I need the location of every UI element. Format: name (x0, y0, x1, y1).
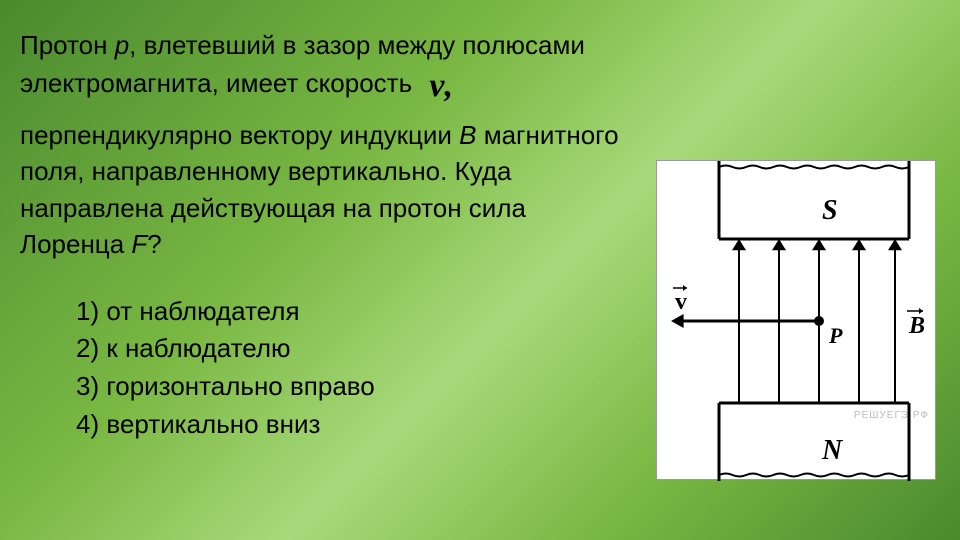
watermark: РЕШУЕГЭ РФ (854, 410, 929, 421)
svg-text:N: N (821, 435, 844, 466)
option-1: 1) от наблюдателя (76, 293, 620, 331)
option-3: 3) горизонтально вправо (76, 368, 620, 406)
question-body: перпендикулярно вектору индукции B магни… (20, 117, 620, 263)
svg-text:v: v (675, 289, 687, 315)
option-2: 2) к наблюдателю (76, 330, 620, 368)
body-text-1: перпендикулярно вектору индукции (20, 120, 459, 150)
svg-text:B: B (908, 313, 925, 339)
intro-text-1: Протон (20, 30, 115, 60)
body-italic-f: F (131, 229, 147, 259)
body-italic-b: B (459, 120, 476, 150)
physics-diagram: S N Pv B РЕШУЕГЭ РФ (656, 160, 936, 480)
question-intro: Протон p, влетевший в зазор между полюса… (20, 28, 620, 109)
answer-options: 1) от наблюдателя 2) к наблюдателю 3) го… (76, 293, 620, 444)
svg-text:S: S (822, 195, 838, 226)
option-4: 4) вертикально вниз (76, 406, 620, 444)
intro-italic-p: p (115, 30, 129, 60)
svg-text:P: P (828, 323, 843, 348)
body-text-3: ? (147, 229, 161, 259)
velocity-symbol: ν, (429, 67, 453, 104)
